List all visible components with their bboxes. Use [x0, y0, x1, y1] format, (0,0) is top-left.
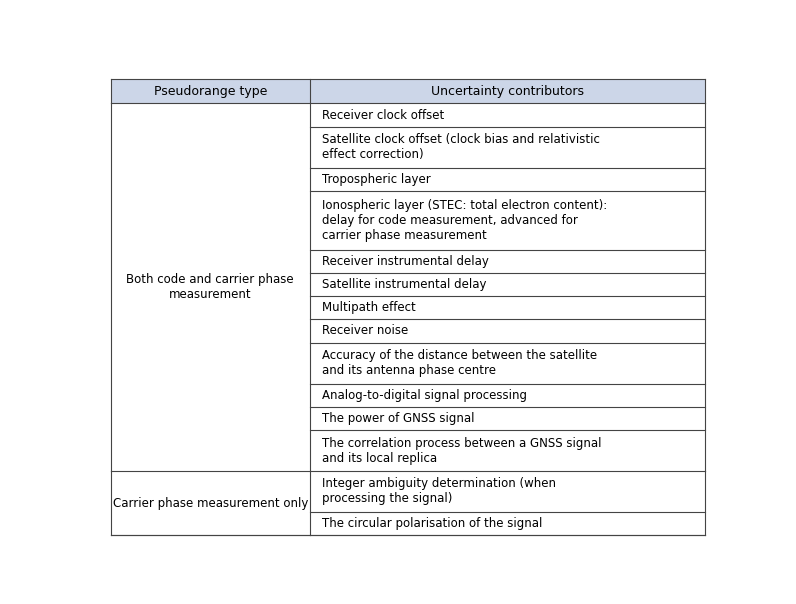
Bar — [310, 296, 705, 320]
Text: The power of GNSS signal: The power of GNSS signal — [322, 412, 474, 425]
Text: The correlation process between a GNSS signal
and its local replica: The correlation process between a GNSS s… — [322, 437, 602, 464]
Text: Accuracy of the distance between the satellite
and its antenna phase centre: Accuracy of the distance between the sat… — [322, 349, 597, 377]
Text: Receiver instrumental delay: Receiver instrumental delay — [322, 255, 489, 268]
Bar — [310, 406, 705, 430]
Bar — [310, 430, 705, 471]
Bar — [310, 168, 705, 191]
Bar — [310, 127, 705, 168]
Bar — [310, 80, 705, 103]
Text: Analog-to-digital signal processing: Analog-to-digital signal processing — [322, 388, 527, 402]
Bar — [310, 103, 705, 127]
Bar — [111, 471, 310, 535]
Bar — [310, 384, 705, 406]
Bar — [310, 320, 705, 342]
Text: Both code and carrier phase
measurement: Both code and carrier phase measurement — [127, 273, 294, 301]
Bar — [310, 471, 705, 512]
Text: Satellite clock offset (clock bias and relativistic
effect correction): Satellite clock offset (clock bias and r… — [322, 133, 600, 161]
Bar — [310, 191, 705, 249]
Bar — [310, 273, 705, 296]
Text: Tropospheric layer: Tropospheric layer — [322, 173, 431, 186]
Text: Pseudorange type: Pseudorange type — [154, 85, 267, 98]
Text: Ionospheric layer (STEC: total electron content):
delay for code measurement, ad: Ionospheric layer (STEC: total electron … — [322, 199, 607, 242]
Text: Receiver clock offset: Receiver clock offset — [322, 109, 444, 121]
Text: Carrier phase measurement only: Carrier phase measurement only — [112, 496, 308, 510]
Text: The circular polarisation of the signal: The circular polarisation of the signal — [322, 517, 543, 530]
Bar — [310, 249, 705, 273]
Text: Satellite instrumental delay: Satellite instrumental delay — [322, 278, 486, 291]
Bar — [310, 342, 705, 384]
Text: Receiver noise: Receiver noise — [322, 324, 408, 338]
Text: Uncertainty contributors: Uncertainty contributors — [431, 85, 584, 98]
Bar — [111, 103, 310, 471]
Bar — [310, 512, 705, 535]
Text: Multipath effect: Multipath effect — [322, 301, 416, 314]
Text: Integer ambiguity determination (when
processing the signal): Integer ambiguity determination (when pr… — [322, 478, 556, 506]
Bar — [111, 80, 310, 103]
